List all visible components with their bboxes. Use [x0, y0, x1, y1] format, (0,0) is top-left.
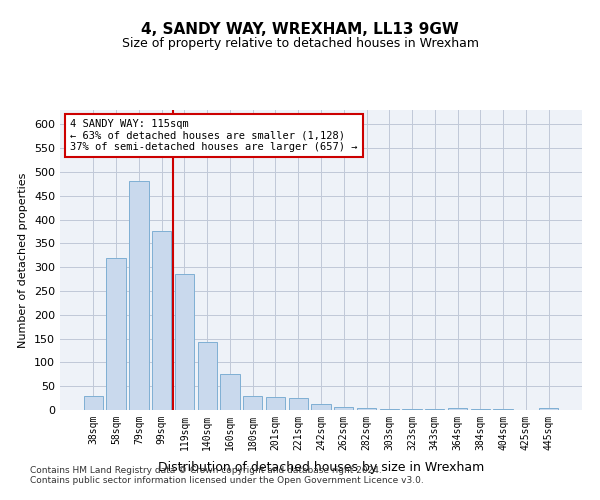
- Bar: [403, 409, 422, 410]
- Bar: [175, 274, 194, 410]
- Bar: [220, 374, 239, 410]
- Bar: [425, 409, 445, 410]
- X-axis label: Distribution of detached houses by size in Wrexham: Distribution of detached houses by size …: [158, 461, 484, 474]
- Bar: [448, 408, 467, 410]
- Text: Size of property relative to detached houses in Wrexham: Size of property relative to detached ho…: [121, 38, 479, 51]
- Bar: [106, 258, 126, 410]
- Bar: [493, 409, 513, 410]
- Bar: [289, 398, 308, 410]
- Text: 4, SANDY WAY, WREXHAM, LL13 9GW: 4, SANDY WAY, WREXHAM, LL13 9GW: [141, 22, 459, 38]
- Bar: [470, 409, 490, 410]
- Bar: [539, 408, 558, 410]
- Text: 4 SANDY WAY: 115sqm
← 63% of detached houses are smaller (1,128)
37% of semi-det: 4 SANDY WAY: 115sqm ← 63% of detached ho…: [70, 119, 358, 152]
- Bar: [311, 404, 331, 410]
- Bar: [243, 396, 262, 410]
- Bar: [84, 396, 103, 410]
- Bar: [266, 397, 285, 410]
- Bar: [197, 342, 217, 410]
- Y-axis label: Number of detached properties: Number of detached properties: [19, 172, 28, 348]
- Text: Contains HM Land Registry data © Crown copyright and database right 2024.
Contai: Contains HM Land Registry data © Crown c…: [30, 466, 424, 485]
- Bar: [152, 232, 172, 410]
- Bar: [334, 406, 353, 410]
- Bar: [380, 408, 399, 410]
- Bar: [357, 408, 376, 410]
- Bar: [129, 182, 149, 410]
